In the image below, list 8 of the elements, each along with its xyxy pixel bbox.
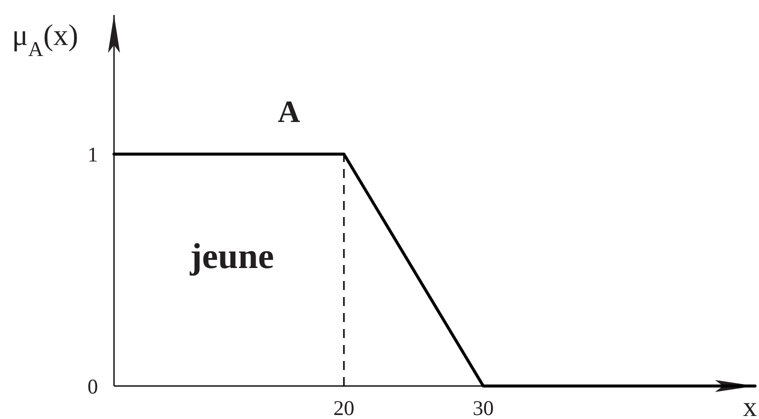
- y-tick-label: 0: [88, 374, 98, 398]
- annotation: jeune: [189, 236, 274, 276]
- y-axis-title: μ$_{A}$(x): [12, 19, 78, 60]
- series-label: A: [278, 94, 301, 130]
- x-tick-label: 20: [333, 396, 354, 419]
- x-tick-label: 30: [472, 396, 494, 419]
- y-tick-label: 1: [88, 142, 98, 166]
- x-axis-title: x: [743, 392, 757, 419]
